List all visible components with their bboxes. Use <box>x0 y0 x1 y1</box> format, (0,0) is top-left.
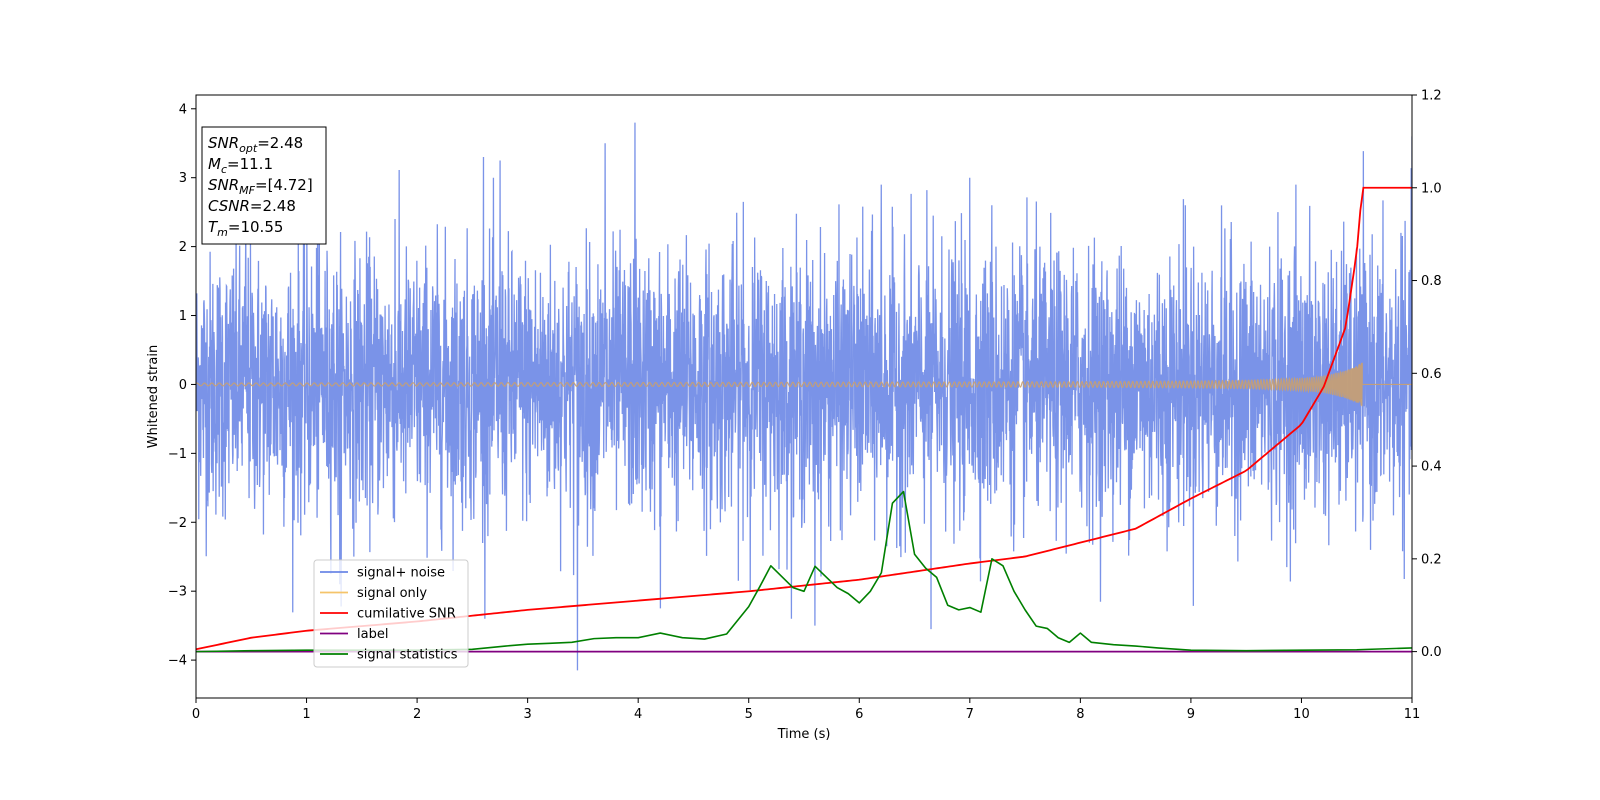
x-tick-label: 0 <box>192 707 200 722</box>
legend-entry: signal only <box>357 586 427 601</box>
plot-frame <box>195 94 1413 699</box>
y-left-tick-label: 2 <box>179 240 187 255</box>
y-right-tick-label: 0.8 <box>1421 274 1442 289</box>
x-tick-label: 8 <box>1076 707 1084 722</box>
legend-entry: cumilative SNR <box>357 607 456 622</box>
y-right-axis: 0.0 0.2 0.4 0.6 0.8 1.0 1.2 <box>1412 89 1442 660</box>
x-tick-label: 5 <box>745 707 753 722</box>
y-right-tick-label: 0.0 <box>1421 645 1442 660</box>
info-line: Mc=11.1 <box>208 155 273 176</box>
x-tick-label: 6 <box>855 707 863 722</box>
y-left-tick-label: 3 <box>179 171 187 186</box>
y-left-tick-label: −3 <box>168 585 187 600</box>
y-right-tick-label: 1.2 <box>1421 89 1442 104</box>
legend-frame <box>313 559 469 668</box>
y-right-tick-label: 0.6 <box>1421 367 1442 382</box>
x-tick-label: 2 <box>413 707 421 722</box>
x-axis-label: Time (s) <box>777 727 831 742</box>
y-right-tick-label: 0.4 <box>1421 460 1442 475</box>
x-tick-label: 10 <box>1293 707 1310 722</box>
legend-entry: signal+ noise <box>357 566 445 581</box>
legend-entry: label <box>357 627 388 642</box>
x-tick-label: 7 <box>966 707 974 722</box>
x-axis: 0 1 2 3 4 5 6 7 8 9 10 11 <box>192 698 1420 722</box>
series-signal-statistics <box>196 490 1412 653</box>
y-right-tick-label: 1.0 <box>1421 181 1442 196</box>
y-left-tick-label: −2 <box>168 516 187 531</box>
x-tick-label: 4 <box>634 707 642 722</box>
x-tick-label: 9 <box>1187 707 1195 722</box>
y-right-tick-label: 0.2 <box>1421 552 1442 567</box>
info-line: Tm=10.55 <box>208 218 283 239</box>
x-tick-label: 3 <box>523 707 531 722</box>
series-signal-noise <box>196 122 1412 671</box>
y-left-tick-label: 4 <box>179 102 187 117</box>
legend-entry: signal statistics <box>357 648 458 663</box>
legend: signal+ noise signal only cumilative SNR la… <box>313 559 469 668</box>
x-tick-label: 1 <box>302 707 310 722</box>
info-line: SNRMF=[4.72] <box>208 176 313 197</box>
info-box-frame <box>201 126 327 245</box>
x-tick-label: 11 <box>1404 707 1421 722</box>
series-signal-only <box>196 362 1412 407</box>
y-axis-label: Whitened strain <box>146 345 161 448</box>
info-line: CSNR=2.48 <box>208 197 296 215</box>
info-line: SNRopt=2.48 <box>208 134 303 155</box>
y-left-axis: −4 −3 −2 −1 0 1 2 3 4 <box>168 102 196 669</box>
y-left-tick-label: 0 <box>179 378 187 393</box>
y-left-tick-label: 1 <box>179 309 187 324</box>
y-left-tick-label: −1 <box>168 447 187 462</box>
y-left-tick-label: −4 <box>168 654 187 669</box>
